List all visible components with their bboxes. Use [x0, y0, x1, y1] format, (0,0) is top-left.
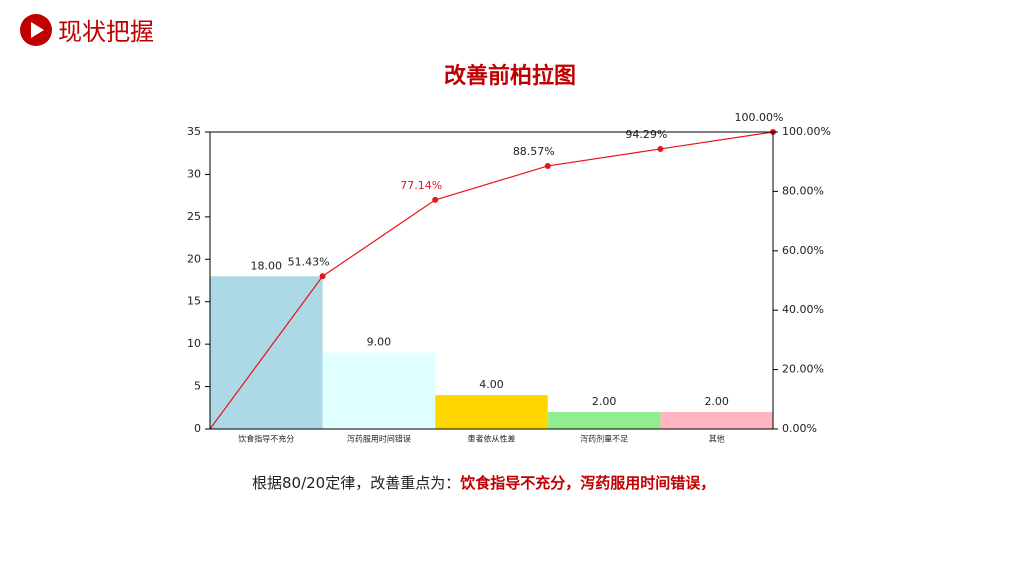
y-tick-label: 35: [187, 125, 201, 138]
x-tick-label: 泻药服用时间错误: [347, 434, 411, 444]
cumulative-label: 88.57%: [513, 145, 555, 158]
cumulative-label: 100.00%: [735, 111, 784, 124]
y2-tick-label: 100.00%: [782, 125, 831, 138]
y-tick-label: 20: [187, 252, 201, 265]
note-highlight: 饮食指导不充分，泻药服用时间错误，: [459, 474, 715, 492]
cumulative-label: 51.43%: [288, 255, 330, 268]
bar-label: 2.00: [592, 395, 617, 408]
plot-frame: [209, 131, 774, 430]
y2-tick-label: 80.00%: [782, 184, 824, 197]
x-tick-label: 患者依从性差: [468, 434, 516, 444]
bar: [547, 412, 661, 429]
note-text: 根据80/20定律，改善重点为：: [252, 474, 460, 492]
y-tick-label: 0: [194, 422, 201, 435]
bar: [322, 352, 436, 429]
bar-label: 9.00: [367, 336, 392, 349]
y2-tick-label: 40.00%: [782, 303, 824, 316]
y-tick-label: 30: [187, 167, 201, 180]
x-tick-label: 饮食指导不充分: [238, 434, 294, 444]
cumulative-point: [319, 273, 326, 280]
y2-tick-label: 0.00%: [782, 422, 817, 435]
cumulative-label: 77.14%: [400, 179, 442, 192]
bar-label: 18.00: [251, 259, 283, 272]
cumulative-point: [657, 145, 664, 152]
bar-label: 2.00: [704, 395, 729, 408]
play-icon: [31, 22, 44, 38]
note: 根据80/20定律，改善重点为：饮食指导不充分，泻药服用时间错误，: [252, 474, 715, 492]
y-tick-label: 10: [187, 337, 201, 350]
y-tick-label: 25: [187, 210, 201, 223]
cumulative-label: 94.29%: [625, 128, 667, 141]
x-tick-label: 其他: [709, 434, 725, 444]
bar: [435, 395, 548, 429]
x-tick-label: 泻药剂量不足: [580, 434, 628, 444]
cumulative-point: [544, 162, 551, 169]
bar-label: 4.00: [479, 378, 504, 391]
chart-title: 改善前柏拉图: [444, 63, 576, 89]
y-tick-label: 15: [187, 295, 201, 308]
y2-tick-label: 60.00%: [782, 244, 824, 257]
pareto-start-segment: [209, 275, 324, 430]
y2-tick-label: 20.00%: [782, 363, 824, 376]
header-title: 现状把握: [58, 18, 154, 46]
cumulative-point: [432, 196, 439, 203]
y-tick-label: 5: [194, 380, 201, 393]
bar: [660, 412, 773, 429]
